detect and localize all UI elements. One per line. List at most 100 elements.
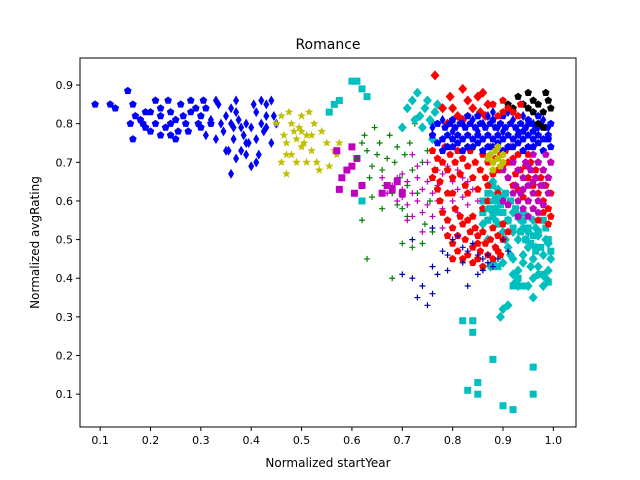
data-point: [471, 224, 480, 232]
data-point: [187, 108, 195, 116]
data-point: [489, 182, 497, 190]
data-point: [358, 182, 366, 190]
data-point: [282, 138, 291, 147]
data-point: [443, 189, 452, 197]
data-point: [454, 186, 461, 193]
data-point: [287, 119, 296, 128]
data-point: [534, 139, 542, 147]
data-point: [520, 110, 527, 121]
y-axis-label: Normalized avgRating: [28, 176, 42, 309]
data-point: [474, 185, 482, 193]
data-point: [369, 163, 376, 170]
data-point: [453, 146, 462, 154]
data-point: [469, 240, 476, 247]
y-tick-label: 0.7: [56, 156, 74, 169]
data-point: [542, 88, 550, 96]
data-point: [534, 131, 542, 139]
data-point: [272, 119, 281, 128]
data-point: [474, 112, 482, 120]
data-point: [463, 112, 472, 120]
data-point: [534, 189, 542, 197]
data-point: [494, 122, 501, 133]
data-point: [464, 282, 471, 289]
data-point: [348, 162, 356, 170]
data-point: [504, 200, 512, 209]
data-point: [386, 132, 393, 139]
data-point: [438, 103, 448, 114]
data-point: [484, 252, 491, 259]
data-point: [438, 146, 447, 154]
data-point: [489, 197, 497, 205]
data-point: [534, 100, 542, 108]
data-point: [474, 271, 481, 278]
data-point: [514, 139, 522, 147]
data-point: [459, 259, 466, 266]
data-point: [454, 232, 461, 239]
data-point: [468, 103, 478, 114]
series-13: [429, 107, 552, 137]
data-point: [414, 190, 421, 197]
x-tick-label: 1.0: [545, 434, 563, 447]
data-point: [448, 239, 457, 247]
x-tick-label: 0.9: [494, 434, 512, 447]
data-point: [451, 204, 459, 212]
data-point: [526, 261, 536, 272]
data-point: [129, 100, 137, 108]
data-point: [517, 228, 525, 236]
data-point: [174, 127, 182, 135]
data-point: [439, 114, 446, 125]
data-point: [484, 154, 492, 162]
data-point: [544, 173, 553, 181]
data-point: [171, 115, 180, 124]
data-point: [192, 104, 200, 112]
data-point: [407, 95, 417, 106]
data-point: [212, 134, 219, 145]
data-point: [539, 181, 548, 189]
series-4: [325, 77, 537, 414]
chart-title: Romance: [295, 37, 360, 53]
data-point: [166, 119, 175, 127]
data-point: [282, 150, 291, 159]
data-point: [519, 135, 527, 143]
data-point: [499, 150, 507, 158]
data-point: [91, 100, 99, 108]
data-point: [302, 157, 311, 166]
y-tick-label: 0.8: [56, 118, 74, 131]
data-point: [489, 158, 497, 166]
data-point: [428, 173, 437, 181]
data-point: [474, 126, 481, 137]
data-point: [524, 224, 532, 232]
data-point: [379, 205, 386, 212]
data-point: [499, 402, 507, 410]
series-10: [430, 70, 493, 129]
y-tick-label: 0.9: [56, 79, 74, 92]
data-point: [449, 236, 456, 243]
x-tick-label: 0.2: [142, 434, 160, 447]
data-point: [527, 239, 535, 247]
data-point: [463, 131, 472, 139]
data-point: [166, 108, 175, 116]
data-point: [235, 114, 242, 125]
data-point: [443, 166, 452, 174]
data-point: [461, 181, 469, 189]
data-point: [438, 158, 447, 166]
data-point: [250, 99, 257, 110]
data-point: [516, 119, 525, 127]
data-point: [484, 131, 492, 139]
data-point: [525, 118, 532, 129]
data-point: [486, 235, 495, 243]
data-point: [409, 190, 416, 197]
data-point: [364, 255, 371, 262]
data-point: [489, 212, 497, 220]
data-point: [424, 302, 431, 309]
data-point: [494, 131, 502, 139]
data-point: [307, 130, 316, 139]
data-point: [253, 107, 260, 118]
data-point: [463, 95, 473, 106]
data-point: [333, 147, 341, 155]
data-point: [426, 197, 433, 204]
data-point: [131, 112, 140, 120]
data-point: [469, 258, 477, 266]
data-point: [464, 201, 471, 208]
